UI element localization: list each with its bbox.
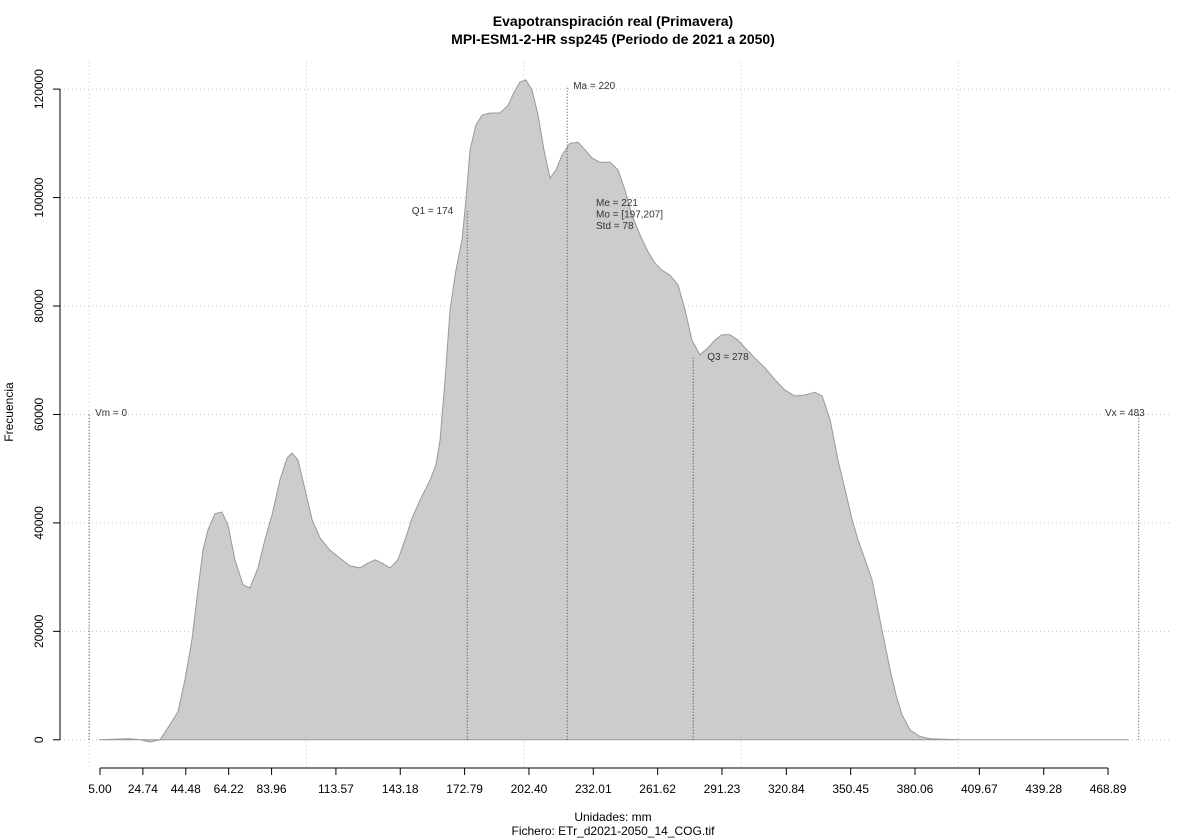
x-tick-label: 468.89 [1090, 782, 1127, 796]
x-tick-label: 64.22 [214, 782, 244, 796]
annotation-label: Ma = 220 [573, 81, 615, 92]
y-tick-label: 60000 [32, 397, 46, 431]
chart-subtitle: MPI-ESM1-2-HR ssp245 (Periodo de 2021 a … [451, 31, 775, 47]
annotation-label: Q1 = 174 [412, 206, 454, 217]
x-tick-label: 172.79 [446, 782, 483, 796]
x-tick-label: 5.00 [88, 782, 112, 796]
x-tick-label: 350.45 [832, 782, 869, 796]
x-tick-label: 143.18 [382, 782, 419, 796]
x-axis-label: Unidades: mm [574, 810, 651, 824]
y-tick-label: 20000 [32, 614, 46, 648]
x-tick-label: 202.40 [511, 782, 548, 796]
stat-label: Std = 78 [596, 221, 634, 232]
x-tick-label: 44.48 [171, 782, 201, 796]
annotation-label: Q3 = 278 [707, 352, 749, 363]
y-tick-label: 0 [32, 736, 46, 743]
x-tick-label: 409.67 [961, 782, 998, 796]
annotation-label: Vm = 0 [95, 408, 127, 419]
x-tick-label: 380.06 [897, 782, 934, 796]
annotation-label: Vx = 483 [1105, 408, 1145, 419]
x-tick-label: 320.84 [768, 782, 805, 796]
y-tick-label: 40000 [32, 506, 46, 540]
stat-label: Me = 221 [596, 198, 638, 209]
stat-label: Mo = [197,207] [596, 210, 663, 221]
y-tick-label: 80000 [32, 289, 46, 323]
chart-title: Evapotranspiración real (Primavera) [493, 13, 733, 29]
x-tick-label: 113.57 [318, 782, 354, 796]
area [98, 79, 1129, 743]
x-tick-label: 24.74 [128, 782, 158, 796]
x-tick-label: 232.01 [575, 782, 612, 796]
x-tick-label: 261.62 [639, 782, 676, 796]
y-tick-label: 120000 [32, 69, 46, 109]
x-tick-label: 439.28 [1025, 782, 1062, 796]
caption: Fichero: ETr_d2021-2050_14_COG.tif [512, 824, 716, 838]
y-tick-label: 100000 [32, 177, 46, 217]
x-tick-label: 291.23 [704, 782, 741, 796]
x-tick-label: 83.96 [257, 782, 287, 796]
y-axis-label: Frecuencia [2, 382, 16, 442]
